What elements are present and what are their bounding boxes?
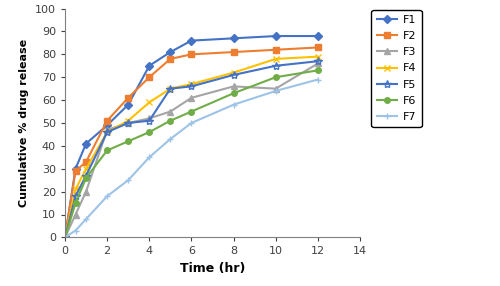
F5 (272, 64, 278, 67)
F2 (146, 76, 152, 79)
F6 (62, 236, 68, 239)
F2 (168, 57, 173, 61)
Legend: F1, F2, F3, F4, F5, F6, F7: F1, F2, F3, F4, F5, F6, F7 (372, 9, 422, 127)
F5 (168, 87, 173, 90)
F3 (146, 117, 152, 120)
F7 (104, 194, 110, 198)
F4 (83, 167, 89, 170)
F2 (125, 96, 131, 100)
F4 (72, 188, 78, 191)
F5 (62, 236, 68, 239)
F3 (272, 87, 278, 90)
F7 (62, 236, 68, 239)
F2 (315, 46, 321, 49)
F7 (315, 78, 321, 81)
F2 (104, 119, 110, 122)
F1 (230, 37, 236, 40)
F1 (104, 124, 110, 127)
F1 (168, 50, 173, 54)
F4 (272, 57, 278, 61)
F6 (272, 76, 278, 79)
F3 (125, 121, 131, 125)
F5 (83, 174, 89, 177)
F3 (104, 128, 110, 132)
F3 (83, 190, 89, 193)
F6 (104, 149, 110, 152)
Line: F3: F3 (62, 61, 320, 240)
X-axis label: Time (hr): Time (hr) (180, 262, 245, 275)
F3 (62, 236, 68, 239)
F3 (188, 96, 194, 100)
F2 (272, 48, 278, 51)
F6 (83, 176, 89, 180)
F2 (83, 160, 89, 164)
F7 (72, 229, 78, 232)
F7 (146, 156, 152, 159)
F6 (125, 140, 131, 143)
Line: F2: F2 (62, 45, 320, 240)
Line: F5: F5 (61, 57, 322, 242)
F3 (315, 62, 321, 65)
Line: F1: F1 (62, 33, 320, 240)
F7 (188, 121, 194, 125)
F1 (83, 142, 89, 145)
F6 (146, 130, 152, 134)
F5 (125, 121, 131, 125)
F5 (188, 85, 194, 88)
F1 (62, 236, 68, 239)
F5 (72, 194, 78, 198)
F7 (230, 103, 236, 106)
F3 (168, 110, 173, 113)
F6 (72, 201, 78, 205)
F2 (72, 169, 78, 173)
Line: F7: F7 (62, 76, 322, 241)
F4 (104, 130, 110, 134)
F4 (146, 101, 152, 104)
F4 (230, 71, 236, 74)
F6 (230, 92, 236, 95)
F1 (72, 167, 78, 170)
F5 (104, 130, 110, 134)
F4 (168, 87, 173, 90)
F5 (146, 119, 152, 122)
F3 (72, 213, 78, 216)
Y-axis label: Cumulative % drug release: Cumulative % drug release (20, 39, 30, 207)
F6 (315, 69, 321, 72)
F7 (272, 89, 278, 93)
F4 (315, 55, 321, 58)
F7 (125, 178, 131, 182)
F1 (272, 34, 278, 38)
F5 (230, 73, 236, 77)
F7 (83, 217, 89, 221)
F4 (125, 119, 131, 122)
F2 (62, 236, 68, 239)
F3 (230, 85, 236, 88)
F6 (188, 110, 194, 113)
F4 (62, 236, 68, 239)
F2 (188, 53, 194, 56)
F5 (315, 59, 321, 63)
F2 (230, 50, 236, 54)
F6 (168, 119, 173, 122)
Line: F6: F6 (62, 67, 320, 240)
F1 (125, 103, 131, 106)
F1 (146, 64, 152, 67)
Line: F4: F4 (62, 53, 322, 241)
F1 (188, 39, 194, 42)
F1 (315, 34, 321, 38)
F7 (168, 137, 173, 141)
F4 (188, 82, 194, 86)
